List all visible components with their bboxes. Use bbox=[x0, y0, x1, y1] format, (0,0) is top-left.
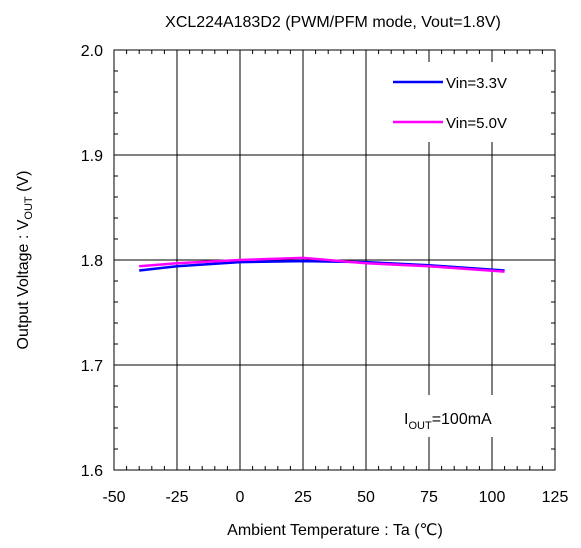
annotation-text: IOUT=100mA bbox=[404, 411, 492, 432]
legend: Vin=3.3V Vin=5.0V bbox=[382, 62, 537, 142]
x-axis-label: Ambient Temperature : Ta (℃) bbox=[227, 522, 443, 539]
x-tick-label: 75 bbox=[420, 489, 438, 506]
annotation-box bbox=[395, 395, 535, 437]
legend-box bbox=[382, 62, 537, 142]
x-tick-label: 125 bbox=[542, 489, 569, 506]
x-tick-label: 25 bbox=[294, 489, 312, 506]
x-tick-label: 100 bbox=[479, 489, 506, 506]
annotation: IOUT=100mA bbox=[395, 395, 535, 437]
y-tick-label: 1.7 bbox=[81, 358, 103, 375]
x-tick-label: 50 bbox=[357, 489, 375, 506]
y-axis-label-sub: OUT bbox=[23, 196, 35, 220]
plot-frame bbox=[113, 49, 556, 471]
y-tick-label: 1.6 bbox=[81, 463, 103, 480]
legend-label-vin-3v3: Vin=3.3V bbox=[446, 75, 507, 92]
annotation-tail: =100mA bbox=[432, 411, 492, 428]
minor-ticks bbox=[113, 49, 556, 471]
series-lines bbox=[139, 256, 505, 273]
annotation-main: I bbox=[404, 411, 408, 428]
y-tick-label: 1.9 bbox=[81, 148, 103, 165]
y-axis-label-tail: (V) bbox=[15, 171, 32, 197]
x-tick-labels: -50 -25 0 25 50 75 100 125 bbox=[102, 489, 568, 506]
y-tick-label: 2.0 bbox=[81, 43, 103, 60]
y-tick-labels: 1.6 1.7 1.8 1.9 2.0 bbox=[81, 43, 103, 480]
series-line-vin-5v0 bbox=[139, 256, 505, 273]
chart-title: XCL224A183D2 (PWM/PFM mode, Vout=1.8V) bbox=[165, 14, 501, 31]
x-tick-label: 0 bbox=[236, 489, 245, 506]
y-axis-label-main: Output Voltage : V bbox=[15, 219, 32, 349]
legend-label-vin-5v0: Vin=5.0V bbox=[446, 115, 507, 132]
x-tick-label: -25 bbox=[165, 489, 188, 506]
y-tick-label: 1.8 bbox=[81, 253, 103, 270]
x-tick-label: -50 bbox=[102, 489, 125, 506]
annotation-sub: OUT bbox=[408, 420, 432, 432]
y-axis-label: Output Voltage : VOUT (V) bbox=[15, 171, 35, 350]
